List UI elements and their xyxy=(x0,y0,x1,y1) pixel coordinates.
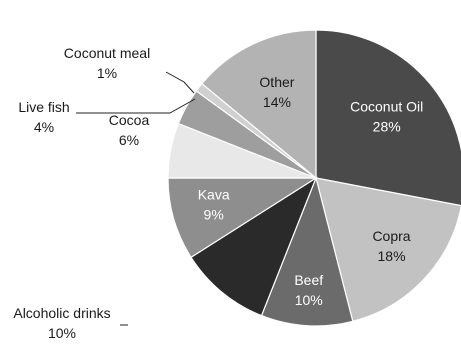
slice-value-coconut-meal: 1% xyxy=(97,65,117,81)
pie-slices xyxy=(167,29,461,327)
slice-label-beef: Beef 10% xyxy=(294,272,323,308)
leader-line-live-fish xyxy=(76,98,196,114)
slice-value-coconut-oil: 28% xyxy=(373,119,401,135)
pie-slice-copra xyxy=(315,177,461,323)
slice-value-copra: 18% xyxy=(378,248,406,264)
slice-label-live-fish: Live fish 4% xyxy=(18,99,69,135)
pie-slice-beef xyxy=(260,176,354,327)
slice-label-coconut-oil: Coconut Oil 28% xyxy=(350,99,423,135)
leader-line-coconut-meal xyxy=(165,71,195,94)
slice-value-other: 14% xyxy=(263,94,291,110)
pie-slice-other xyxy=(201,29,317,180)
slice-name-cocoa: Cocoa xyxy=(109,112,150,128)
slice-value-alcoholic-drinks: 10% xyxy=(48,325,76,341)
slice-name-coconut-meal: Coconut meal xyxy=(64,45,150,61)
slice-name-other: Other xyxy=(259,74,294,90)
slice-label-copra: Copra 18% xyxy=(372,228,410,264)
slice-name-copra: Copra xyxy=(372,228,410,244)
slice-label-alcoholic-drinks: Alcoholic drinks 10% xyxy=(13,305,110,341)
slice-label-cocoa: Cocoa 6% xyxy=(109,112,150,148)
slice-name-live-fish: Live fish xyxy=(18,99,69,115)
slice-value-beef: 10% xyxy=(295,292,323,308)
slice-value-live-fish: 4% xyxy=(34,119,54,135)
slice-label-kava: Kava 9% xyxy=(198,187,230,223)
slice-value-kava: 9% xyxy=(204,207,224,223)
pie-slice-coconut-oil xyxy=(315,29,461,207)
slice-name-kava: Kava xyxy=(198,187,230,203)
slice-label-coconut-meal: Coconut meal 1% xyxy=(64,45,150,81)
slice-value-cocoa: 6% xyxy=(119,132,139,148)
slice-name-beef: Beef xyxy=(294,272,323,288)
pie-slice-alcoholic-drinks xyxy=(190,176,318,317)
leader-lines xyxy=(76,71,196,326)
slice-name-coconut-oil: Coconut Oil xyxy=(350,99,423,115)
slice-name-alcoholic-drinks: Alcoholic drinks xyxy=(13,305,110,321)
pie-slice-kava xyxy=(167,177,319,259)
slice-label-other: Other 14% xyxy=(259,74,294,110)
